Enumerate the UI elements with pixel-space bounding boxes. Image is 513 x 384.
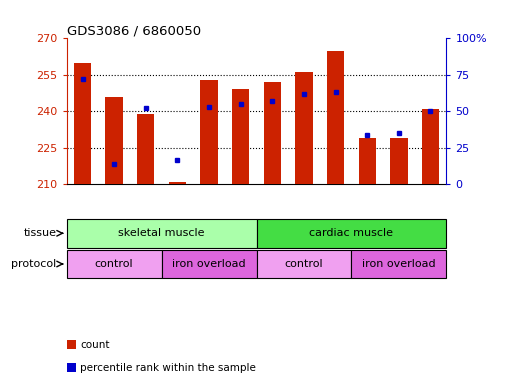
Text: percentile rank within the sample: percentile rank within the sample [80, 363, 256, 373]
Bar [264, 82, 281, 184]
Text: tissue: tissue [24, 228, 56, 238]
Bar [390, 138, 407, 184]
Text: count: count [80, 340, 110, 350]
Text: control: control [285, 259, 323, 269]
Text: GDS3086 / 6860050: GDS3086 / 6860050 [67, 24, 201, 37]
Bar [137, 114, 154, 184]
Text: control: control [95, 259, 133, 269]
Bar [327, 51, 344, 184]
Bar [295, 73, 312, 184]
Bar [359, 138, 376, 184]
Bar [422, 109, 439, 184]
Bar [169, 182, 186, 184]
Text: iron overload: iron overload [362, 259, 436, 269]
Bar [106, 97, 123, 184]
Text: protocol: protocol [11, 259, 56, 269]
Bar [232, 89, 249, 184]
Text: iron overload: iron overload [172, 259, 246, 269]
Text: cardiac muscle: cardiac muscle [309, 228, 393, 238]
Bar [201, 80, 218, 184]
Text: skeletal muscle: skeletal muscle [119, 228, 205, 238]
Bar [74, 63, 91, 184]
